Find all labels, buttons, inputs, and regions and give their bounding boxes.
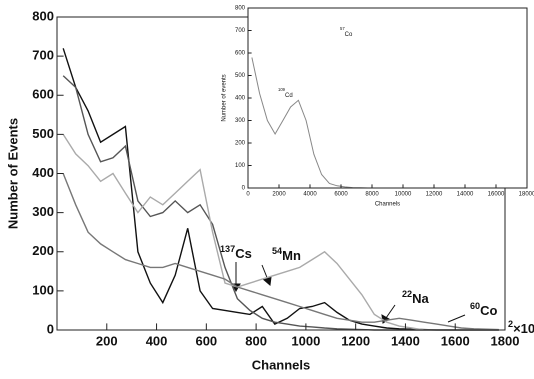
y-tick-label: 700 [235,28,246,34]
annotation: 54Mn [272,246,301,263]
arrow [447,314,466,323]
annotation: 57Co [340,26,353,37]
x-tick-label: 800 [245,333,267,348]
annotation: 60Co [470,301,498,318]
annotation: 109Cd [278,87,293,98]
y-tick-label: 0 [47,321,54,336]
annotation-text: ×10 [513,321,534,336]
x-tick-label: 2000 [272,192,286,198]
superscript: 54 [272,246,283,256]
inset-background [248,8,527,188]
x-tick-label: 1400 [391,333,420,348]
y-tick-label: 800 [235,6,246,12]
y-tick-label: 500 [235,73,246,79]
y-tick-label: 200 [235,141,246,147]
x-tick-label: 12000 [426,192,443,198]
annotation-text: Cd [285,93,293,99]
y-tick-label: 400 [235,96,246,102]
annotation: 22Na [402,289,430,306]
y-tick-label: 600 [235,51,246,57]
x-tick-label: 1800 [491,333,520,348]
x-tick-label: 1200 [341,333,370,348]
y-tick-label: 700 [32,48,54,63]
x-tick-label: 0 [246,192,250,198]
y-tick-label: 600 [32,87,54,102]
annotation-text: Cs [235,246,252,261]
annotation-text: Co [345,32,353,38]
y-tick-label: 100 [32,282,54,297]
superscript: 60 [470,301,480,311]
x-axis-label: Channels [375,202,400,208]
annotation-text: Na [412,291,429,306]
x-tick-label: 200 [96,333,118,348]
x-tick-label: 8000 [365,192,379,198]
y-tick-label: 300 [32,204,54,219]
x-tick-label: 600 [195,333,217,348]
spectrum-line [62,173,499,331]
x-tick-label: 1000 [291,333,320,348]
superscript: 22 [402,289,412,299]
y-axis-label: Number of events [222,74,228,121]
superscript: 137 [220,244,235,254]
x-tick-label: 6000 [334,192,348,198]
superscript: 57 [340,26,345,31]
x-tick-label: 16000 [488,192,505,198]
x-tick-label: 400 [146,333,168,348]
x-axis-label: Channels [252,357,311,372]
y-tick-label: 200 [32,243,54,258]
annotation-text: Mn [282,248,301,263]
x-tick-label: 14000 [457,192,474,198]
superscript: 109 [278,87,286,92]
y-tick-label: 500 [32,126,54,141]
arrow [385,304,396,319]
superscript: 2 [508,319,513,329]
x-tick-label: 18000 [519,192,534,198]
y-tick-label: 100 [235,163,246,169]
x-multiplier: 2×10 [508,319,534,336]
y-tick-label: 0 [242,186,246,192]
x-tick-label: 4000 [303,192,317,198]
y-tick-label: 300 [235,118,246,124]
annotation-text: Co [480,303,497,318]
x-tick-label: 1600 [441,333,470,348]
x-tick-label: 10000 [395,192,412,198]
y-tick-label: 800 [32,8,54,23]
y-tick-label: 400 [32,165,54,180]
y-axis-label: Number of Events [5,118,20,229]
annotation: 137Cs [220,244,252,261]
